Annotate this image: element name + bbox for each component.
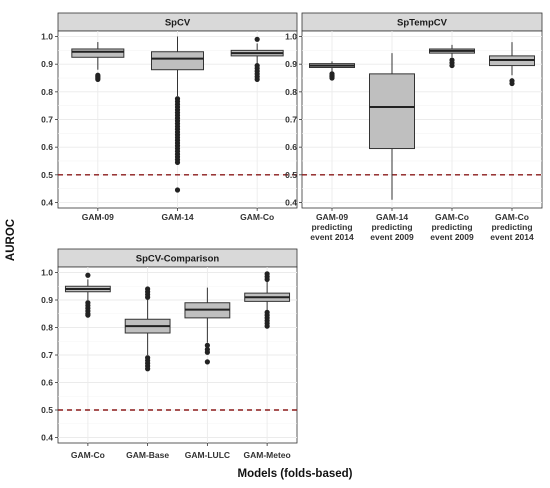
panel-3: SpCV-Comparison 0.4 0.5 0.6 0.7 0.8 0.9 1.0 GAM-…	[41, 248, 298, 460]
outlier-point	[145, 366, 151, 372]
y-tick-label: 0.5	[41, 170, 53, 180]
y-tick-label: 0.8	[285, 87, 297, 97]
panel-1: SpCV 0.4 0.5 0.6 0.7 0.8 0.9 1.0 GAM-09 GAM-14 GAM…	[41, 12, 298, 222]
y-tick-label: 0.7	[41, 350, 53, 360]
outlier-point	[85, 272, 91, 278]
box-2: GAM-Base	[124, 286, 171, 460]
x-tick-label: GAM-Base	[126, 450, 169, 460]
y-tick-label: 0.7	[41, 115, 53, 125]
y-tick-label: 0.6	[41, 142, 53, 152]
x-tick-label: GAM-LULC	[185, 450, 230, 460]
x-axis-title: Models (folds-based)	[237, 468, 352, 480]
outlier-point	[145, 294, 151, 300]
y-tick-label: 0.6	[285, 142, 297, 152]
x-tick-label: GAM-Co	[435, 212, 469, 222]
outlier-point	[204, 349, 210, 355]
x-tick-label: event 2014	[490, 232, 534, 242]
x-tick-label: GAM-09	[82, 212, 114, 222]
box-iqr	[151, 51, 204, 71]
y-tick-label: 1.0	[41, 32, 53, 42]
y-tick-label: 0.8	[41, 87, 53, 97]
y-axis-title: AUROC	[5, 219, 17, 261]
x-tick-label: GAM-Co	[71, 450, 105, 460]
outlier-point	[449, 62, 455, 69]
y-tick-label: 0.6	[41, 378, 53, 388]
x-tick-label: predicting	[371, 222, 412, 232]
y-tick-label: 0.7	[285, 115, 297, 125]
panel-title: SpCV-Comparison	[136, 254, 220, 265]
outlier-point	[254, 76, 260, 82]
y-tick-label: 0.5	[41, 405, 53, 415]
x-tick-label: predicting	[311, 222, 352, 232]
x-tick-label: GAM-09	[316, 212, 348, 222]
outlier-point	[85, 312, 91, 318]
outlier-point	[264, 276, 270, 282]
x-tick-label: GAM-14	[376, 212, 408, 222]
outlier-point	[95, 76, 101, 82]
x-tick-label: event 2014	[310, 232, 354, 242]
outlier-point	[254, 36, 260, 42]
y-tick-label: 0.9	[285, 59, 297, 69]
y-tick-label: 0.4	[41, 197, 53, 207]
x-tick-label: predicting	[431, 222, 472, 232]
y-tick-label: 0.9	[41, 295, 53, 305]
outlier-point	[204, 342, 210, 348]
outlier-point	[264, 323, 270, 329]
box-iqr	[71, 48, 125, 58]
y-tick-label: 1.0	[41, 268, 53, 278]
outlier-point	[204, 359, 210, 365]
y-tick-label: 0.5	[285, 170, 297, 180]
box-2: GAM-14	[151, 36, 204, 222]
box-iqr	[369, 73, 415, 150]
x-tick-label: GAM-Meteo	[244, 450, 291, 460]
outlier-point	[174, 159, 181, 165]
outlier-point	[329, 75, 335, 81]
x-tick-label: predicting	[491, 222, 532, 232]
panel-title: SpTempCV	[397, 18, 448, 29]
box-3: GAM-LULC	[184, 287, 231, 460]
box-4: GAM-Meteo	[244, 271, 291, 460]
y-tick-label: 0.4	[41, 433, 53, 443]
outlier-point	[174, 187, 181, 193]
panel-2: SpTempCV0.40.50.60.70.80.91.0GAM-09predi…	[285, 12, 543, 242]
y-tick-label: 1.0	[285, 32, 297, 42]
x-tick-label: GAM-14	[161, 212, 193, 222]
y-tick-label: 0.9	[41, 59, 53, 69]
box-1: GAM-Co	[64, 272, 111, 460]
box-3: GAM-Co	[230, 36, 284, 222]
x-tick-label: GAM-Co	[240, 212, 274, 222]
x-tick-label: event 2009	[430, 232, 474, 242]
x-tick-label: GAM-Co	[495, 212, 529, 222]
box-1: GAM-09	[71, 42, 125, 222]
y-tick-label: 0.8	[41, 323, 53, 333]
x-tick-label: event 2009	[370, 232, 414, 242]
y-tick-label: 0.4	[285, 197, 297, 207]
outlier-point	[509, 80, 515, 87]
panel-title: SpCV	[165, 18, 191, 29]
